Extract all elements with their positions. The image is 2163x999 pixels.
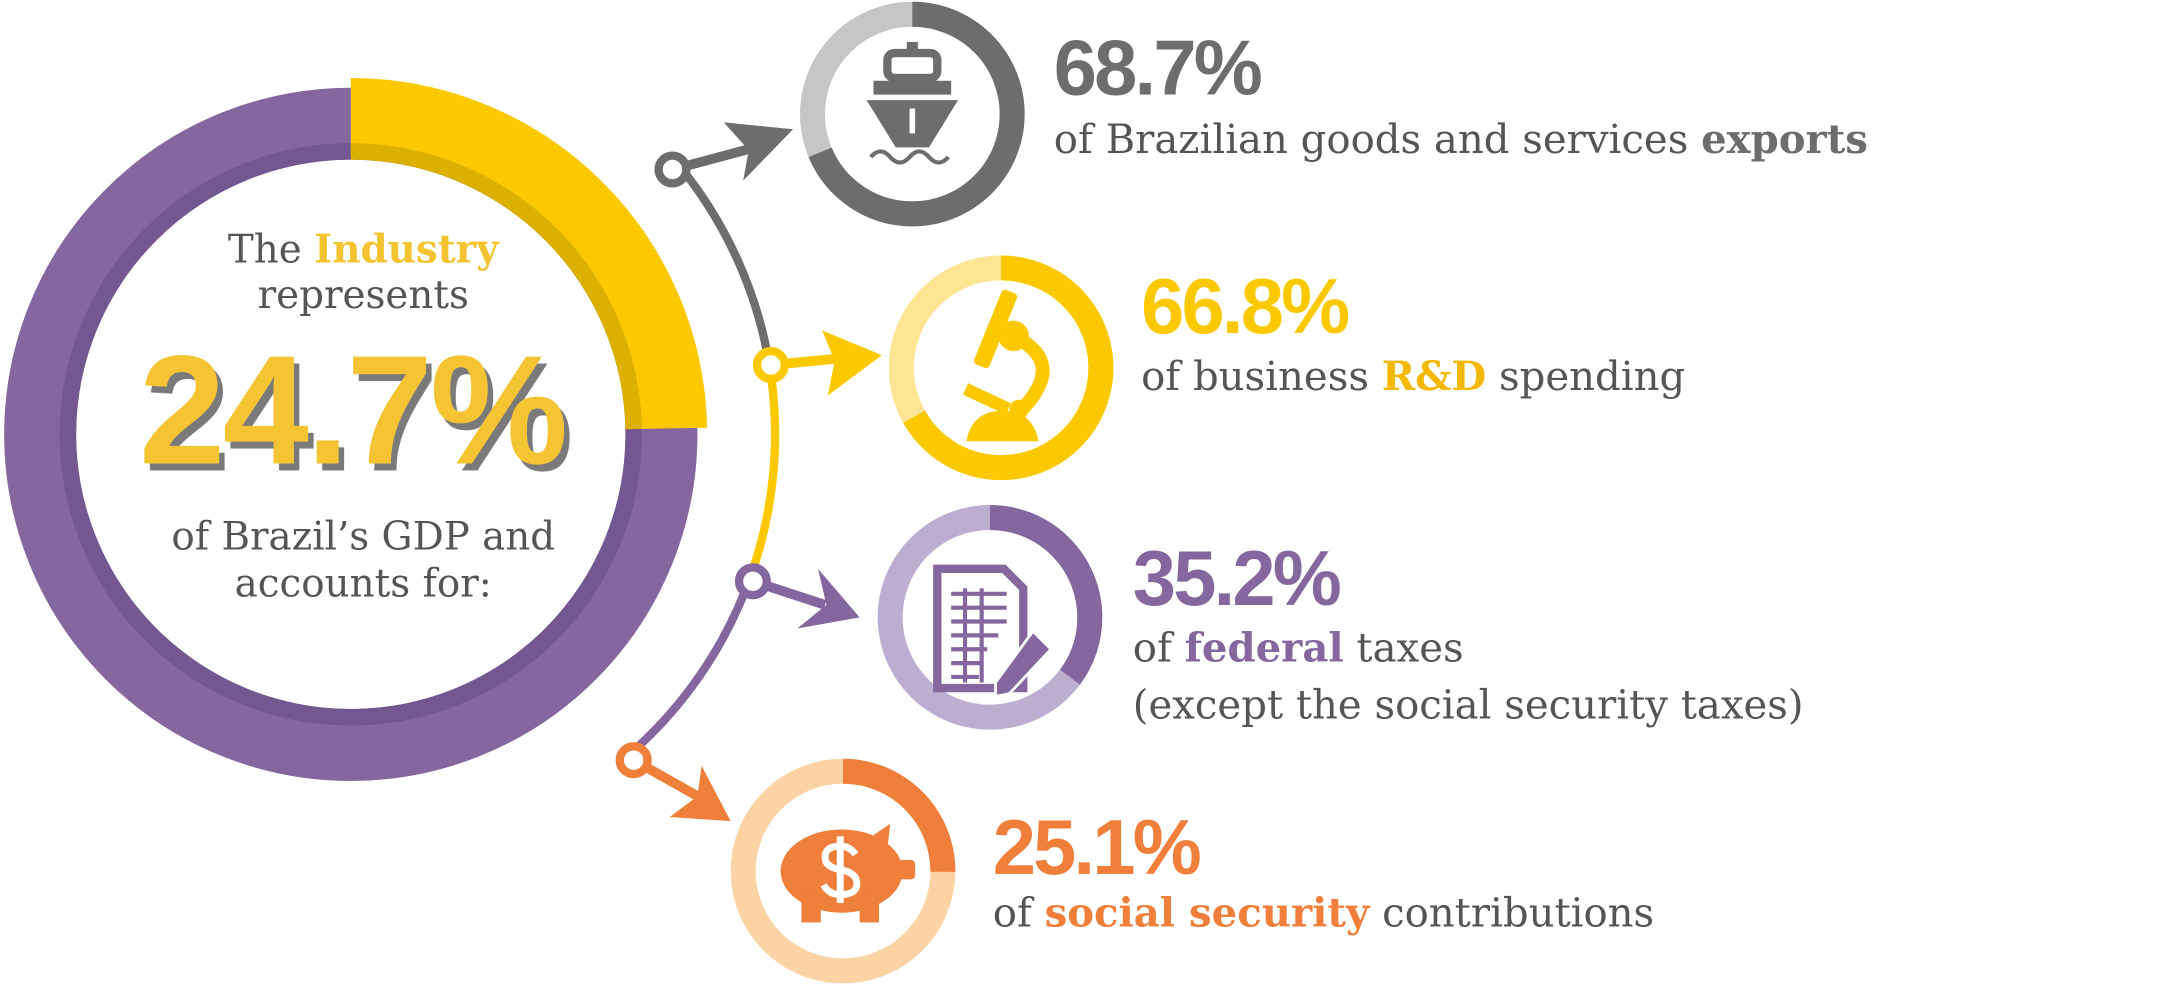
tax-document-icon [933,564,1053,699]
node-social [615,742,652,779]
arrow-rd [752,330,882,396]
ring-value-arc [0,77,708,791]
center-value: 24.7% [139,322,565,496]
stat-description: of Brazilian goods and services exports [1054,116,1868,163]
ring-value-arc [730,758,956,984]
arrow-federal [734,563,860,629]
stat-description: of business R&D spending [1141,353,1685,400]
center-line2: represents [258,273,469,318]
stat-social-security: 25.1% of social security contributions [993,805,1654,937]
arrow-social [615,742,731,822]
stat-exports: 68.7% of Brazilian goods and services ex… [1054,26,1868,163]
stat-description-note: (except the social security taxes) [1133,683,1804,729]
connector-segment-yellow [745,364,780,582]
stat-value: 68.7% [1054,26,1261,112]
industry-gdp-ring [0,77,708,791]
connector-arc [626,162,780,758]
center-line3: of Brazil’s GDP and [171,514,555,559]
ring-value-arc [800,1,1025,227]
arrow-exports [654,122,794,188]
stat-federal-taxes: 35.2% of federal taxes (except the socia… [1133,536,1804,729]
ring-value-arc [877,505,1103,730]
arrows [615,122,882,822]
stat-value: 35.2% [1133,536,1340,622]
connector-segment-gray [675,162,774,366]
stat-description: of social security contributions [993,890,1654,937]
rd-ring [888,255,1114,481]
center-line1: The Industry [228,227,500,272]
stat-rd: 66.8% of business R&D spending [1141,264,1685,400]
ring-value-inner-band [59,143,642,726]
stat-value: 66.8% [1141,264,1348,350]
node-federal [734,563,771,600]
ring-value-arc [888,255,1114,481]
node-rd [752,346,789,384]
center-text: The Industry represents 24.7% of Brazil’… [139,227,568,607]
center-line4: accounts for: [235,562,492,607]
connector-segment-purple [626,578,754,758]
microscope-icon [962,289,1050,442]
stat-value: 25.1% [993,805,1200,891]
piggy-bank-icon [780,823,916,923]
ship-icon [866,41,959,165]
node-exports [654,151,691,188]
stat-description: of federal taxes [1133,625,1464,672]
dollar-sign-icon [820,836,861,903]
